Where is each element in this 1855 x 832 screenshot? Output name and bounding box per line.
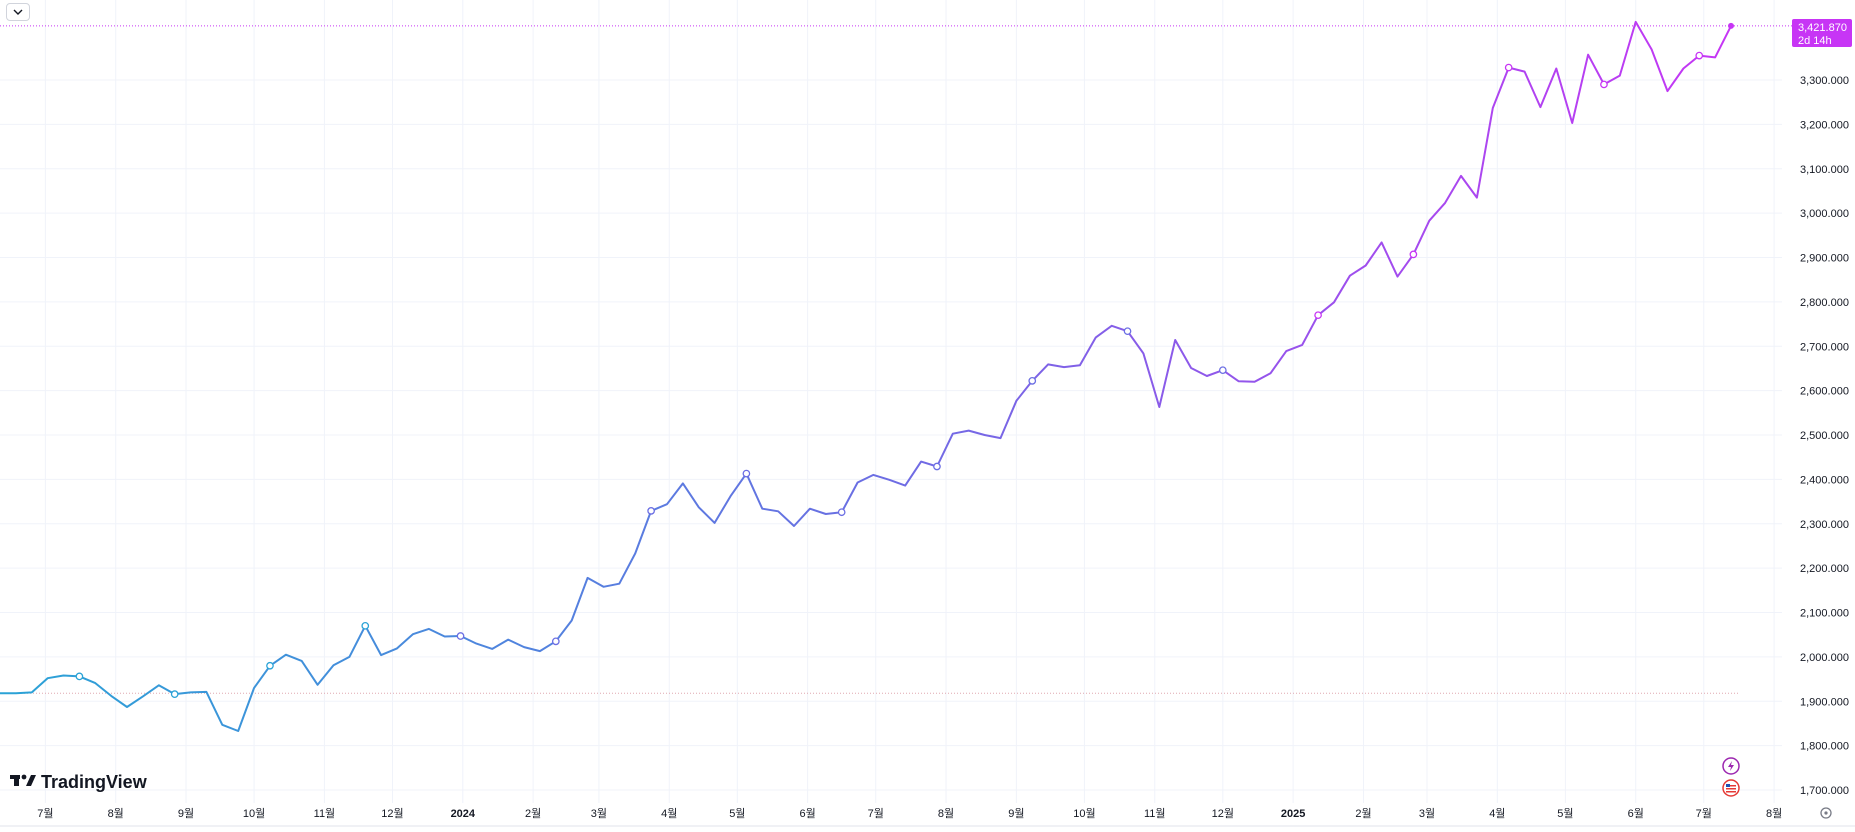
data-point-marker (361, 621, 370, 630)
data-point-marker (1123, 327, 1132, 336)
price-tag-value: 3,421.870 (1798, 22, 1847, 34)
y-tick-label: 2,400.000 (1800, 474, 1849, 486)
chart-grid (0, 0, 1782, 803)
last-point-dot (1728, 22, 1734, 29)
settings-button[interactable] (1820, 807, 1832, 819)
y-tick-label: 3,100.000 (1800, 164, 1849, 176)
x-tick-label: 2024 (451, 808, 476, 820)
y-tick-label: 1,900.000 (1800, 696, 1849, 708)
data-point-marker (933, 462, 941, 471)
gear-icon (1820, 807, 1832, 819)
lightning-badge[interactable] (1722, 757, 1740, 775)
data-point-marker (551, 637, 560, 646)
x-tick-label: 3월 (591, 807, 607, 820)
x-tick-label: 7월 (37, 807, 53, 820)
x-tick-label: 8월 (108, 807, 124, 820)
y-tick-label: 2,000.000 (1800, 652, 1849, 664)
data-point-marker (1218, 366, 1227, 375)
data-point-marker (75, 672, 84, 681)
tradingview-logo-icon (10, 774, 36, 786)
x-tick-label: 4월 (661, 807, 677, 820)
tradingview-logo[interactable]: TradingView (10, 772, 148, 792)
x-tick-label: 5월 (1557, 807, 1573, 820)
chevron-down-icon (13, 9, 23, 15)
data-point-marker (1600, 80, 1608, 89)
x-tick-label: 4월 (1489, 807, 1505, 820)
price-tag: 3,421.870 2d 14h (1792, 19, 1852, 47)
x-tick-label: 9월 (1008, 807, 1024, 820)
price-axis[interactable]: 1,700.000 1,800.000 1,900.000 2,000.000 2,10… (1800, 75, 1849, 797)
y-tick-label: 2,900.000 (1800, 253, 1849, 265)
y-tick-label: 2,100.000 (1800, 608, 1849, 620)
y-tick-label: 2,700.000 (1800, 341, 1849, 353)
price-series-line (0, 20, 1732, 732)
data-point-marker (1409, 250, 1418, 259)
x-tick-label: 12월 (381, 807, 403, 820)
data-point-marker (456, 632, 465, 640)
data-point-marker (1695, 51, 1704, 60)
x-tick-label: 10월 (1073, 807, 1095, 820)
price-markers (75, 22, 1734, 699)
y-tick-label: 3,200.000 (1800, 119, 1849, 131)
x-tick-label: 8월 (1766, 807, 1782, 820)
y-tick-label: 2,800.000 (1800, 297, 1849, 309)
x-tick-label: 6월 (800, 807, 816, 820)
x-tick-label: 2월 (1355, 807, 1371, 820)
y-tick-label: 2,300.000 (1800, 519, 1849, 531)
x-tick-label: 9월 (178, 807, 194, 820)
x-tick-label: 12월 (1212, 807, 1234, 820)
data-point-marker (647, 507, 655, 515)
data-point-marker (742, 469, 751, 478)
y-tick-label: 1,800.000 (1800, 741, 1849, 753)
x-tick-label: 3월 (1419, 807, 1435, 820)
time-axis[interactable]: 7월 8월 9월 10월 11월 12월 2024 2월 3월 4월 5월 6월 7월 8월 9월 10월 11… (0, 807, 1855, 827)
x-tick-label: 7월 (1696, 807, 1712, 820)
y-tick-label: 1,700.000 (1800, 785, 1849, 797)
y-tick-label: 2,500.000 (1800, 430, 1849, 442)
y-tick-label: 2,600.000 (1800, 386, 1849, 398)
data-point-marker (837, 508, 846, 517)
x-tick-label: 11월 (1144, 807, 1166, 820)
x-tick-label: 5월 (729, 807, 745, 820)
y-tick-label: 3,300.000 (1800, 75, 1849, 87)
y-tick-label: 3,000.000 (1800, 208, 1849, 220)
collapse-button[interactable] (6, 3, 30, 21)
x-tick-label: 2025 (1281, 808, 1305, 820)
y-tick-label: 2,200.000 (1800, 563, 1849, 575)
price-tag-countdown: 2d 14h (1798, 35, 1832, 47)
x-tick-label: 10월 (243, 807, 265, 820)
data-point-marker (266, 661, 274, 670)
data-point-marker (1504, 63, 1513, 72)
x-tick-label: 6월 (1628, 807, 1644, 820)
data-point-marker (1314, 311, 1322, 320)
x-tick-label: 7월 (868, 807, 884, 820)
x-tick-label: 11월 (314, 807, 336, 820)
x-tick-label: 8월 (938, 807, 954, 820)
x-tick-label: 2월 (525, 807, 541, 820)
data-point-marker (1028, 377, 1037, 385)
economic-events-badge[interactable] (1722, 779, 1740, 797)
data-point-marker (170, 690, 179, 699)
logo-text: TradingView (41, 772, 148, 792)
